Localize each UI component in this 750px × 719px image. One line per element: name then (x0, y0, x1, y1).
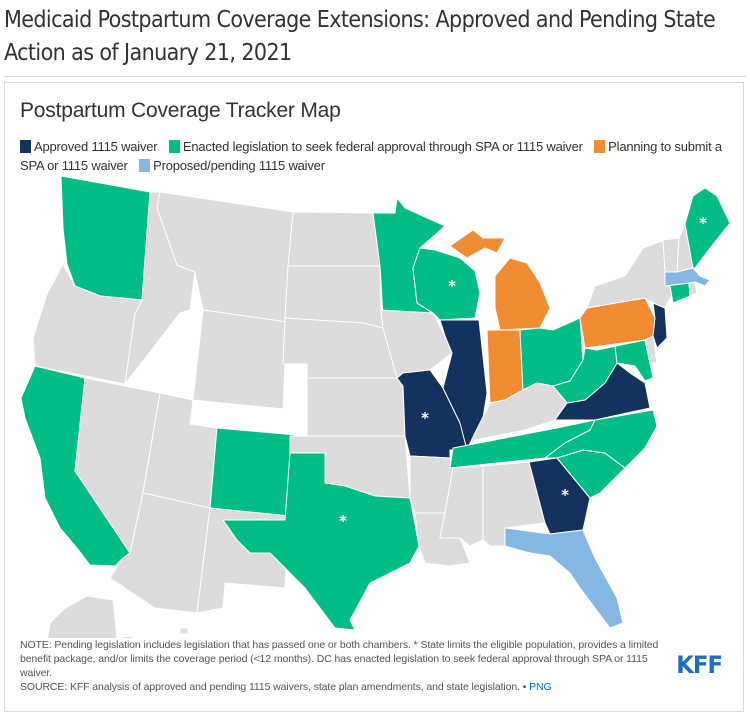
footnotes: NOTE: Pending legislation includes legis… (20, 638, 660, 694)
png-link[interactable]: PNG (529, 681, 552, 693)
legend-item-approved[interactable]: Approved 1115 waiver (20, 139, 158, 154)
us-map-svg: * * * * * (20, 175, 731, 689)
page-title: Medicaid Postpartum Coverage Extensions:… (4, 7, 716, 66)
state-wy[interactable] (192, 309, 288, 410)
legend-label: Enacted legislation to seek federal appr… (182, 139, 583, 154)
state-fl[interactable] (504, 527, 624, 629)
state-star-mo: * (421, 409, 429, 427)
state-nj[interactable] (652, 302, 668, 349)
state-ky[interactable] (466, 382, 568, 451)
state-vt[interactable] (662, 237, 680, 273)
state-wa[interactable] (60, 175, 151, 301)
legend-label: Planning to submit a SPA or 1115 waiver (20, 139, 722, 173)
state-ny[interactable] (586, 239, 674, 309)
legend: Approved 1115 waiver Enacted legislation… (20, 137, 725, 175)
state-nd[interactable] (287, 211, 381, 267)
state-wi[interactable] (412, 247, 481, 321)
legend-item-enacted[interactable]: Enacted legislation to seek federal appr… (168, 139, 583, 154)
state-ak[interactable] (34, 595, 161, 687)
state-nc[interactable] (544, 409, 658, 469)
source-text: SOURCE: KFF analysis of approved and pen… (20, 681, 527, 693)
state-me[interactable] (684, 187, 731, 269)
state-star-tx: * (339, 512, 347, 530)
legend-swatch-approved (20, 140, 31, 153)
state-hi[interactable] (179, 627, 256, 689)
state-star-wi: * (448, 277, 456, 295)
legend-item-planning[interactable]: Planning to submit a SPA or 1115 waiver (20, 139, 722, 173)
map-title: Postpartum Coverage Tracker Map (20, 99, 341, 122)
map-card: Postpartum Coverage Tracker Map Approved… (4, 82, 744, 712)
legend-swatch-pending (139, 159, 151, 172)
state-in[interactable] (486, 329, 524, 404)
legend-swatch-planning (594, 140, 606, 153)
state-mi[interactable] (449, 229, 551, 331)
state-ne[interactable] (282, 317, 398, 379)
legend-item-pending[interactable]: Proposed/pending 1115 waiver (139, 158, 325, 173)
state-star-me: * (699, 214, 707, 232)
state-ri[interactable] (688, 281, 698, 297)
state-ks[interactable] (306, 377, 406, 437)
legend-swatch-enacted (168, 140, 180, 153)
note-text: NOTE: Pending legislation includes legis… (20, 639, 659, 679)
legend-label: Proposed/pending 1115 waiver (153, 158, 325, 173)
us-map: * * * * * (5, 168, 743, 689)
title-divider (4, 76, 746, 77)
state-star-ga: * (561, 486, 569, 504)
legend-label: Approved 1115 waiver (34, 139, 158, 154)
source-line: SOURCE: KFF analysis of approved and pen… (20, 680, 660, 694)
state-tx[interactable] (222, 452, 420, 631)
kff-logo: KFF (676, 651, 723, 679)
